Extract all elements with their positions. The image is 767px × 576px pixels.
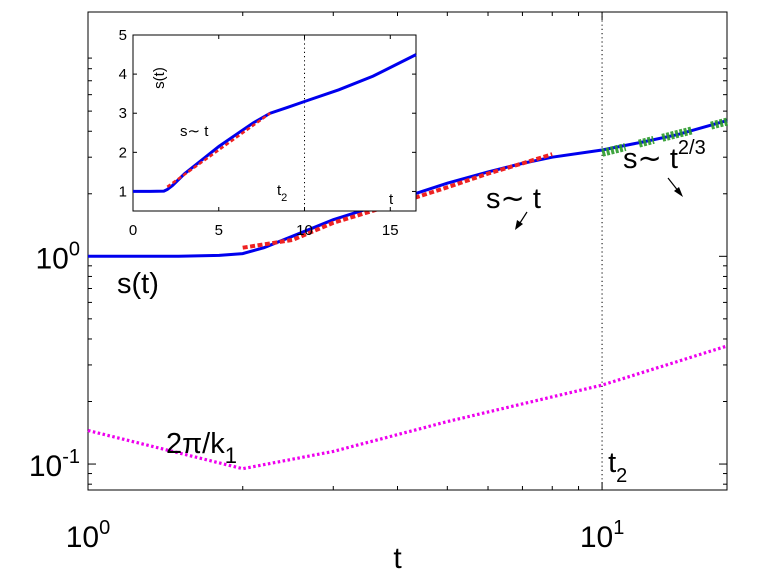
inset-plot: 0 5 10 15 1 2 3 4 5 s(t) t t2 s∼ t: [119, 27, 417, 239]
inset-fit-linear-label: s∼ t: [180, 123, 209, 140]
inset-axes-frame: [132, 34, 417, 212]
inset-y-tick-label: 3: [119, 105, 127, 122]
inset-y-tick-label: 5: [119, 27, 127, 44]
main-y-tick-label: 10-1: [29, 446, 80, 483]
fit-two-thirds-line: [601, 143, 627, 157]
fit-linear-arrowhead: [515, 220, 523, 230]
fit-two-thirds-arrowhead: [674, 187, 683, 197]
inset-x-axis-label: t: [389, 191, 394, 208]
fit-two-thirds-label: s∼ t2/3: [623, 137, 706, 175]
series-wavelength-label: 2π/k1: [166, 428, 237, 468]
main-x-tick-label: 101: [580, 517, 625, 554]
series-s-t-label: s(t): [117, 268, 159, 300]
inset-fit-linear-line: [166, 112, 271, 188]
inset-t2-label: t2: [277, 182, 287, 204]
inset-s-t-line: [133, 53, 417, 193]
fit-two-thirds-line: [638, 136, 655, 148]
inset-x-tick-label: 10: [296, 222, 313, 239]
fit-linear-label: s∼ t: [486, 183, 541, 215]
fit-linear-line: [242, 152, 553, 250]
series-s-t-line: [88, 119, 728, 258]
inset-y-tick-label: 2: [119, 144, 127, 161]
fit-two-thirds-line: [661, 126, 694, 142]
inset-y-axis-label: s(t): [151, 67, 168, 89]
inset-x-tick-label: 15: [382, 222, 399, 239]
main-y-tick-label: 100: [36, 238, 81, 275]
inset-y-tick-label: 4: [119, 66, 127, 83]
main-x-axis-label: t: [393, 542, 402, 575]
main-x-tick-label: 100: [66, 517, 111, 554]
main-t2-label: t2: [608, 447, 627, 487]
inset-y-tick-label: 1: [119, 183, 127, 200]
inset-x-tick-label: 5: [215, 222, 223, 239]
series-wavelength-line: [87, 344, 728, 471]
fit-two-thirds-line: [710, 117, 728, 130]
inset-x-tick-label: 0: [129, 222, 137, 239]
